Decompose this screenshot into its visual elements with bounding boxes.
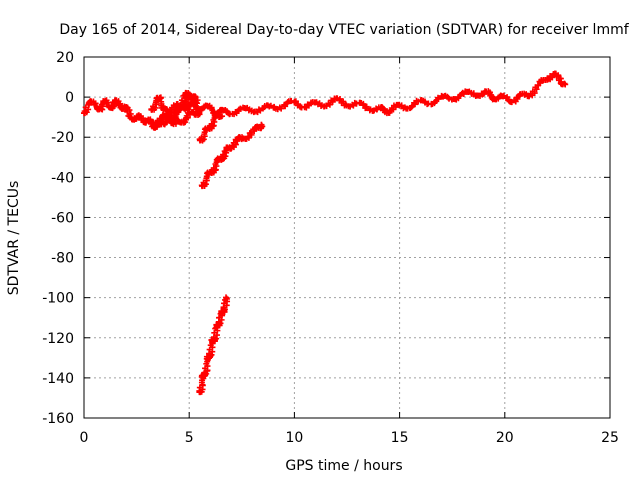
data-point xyxy=(304,101,311,108)
data-point xyxy=(154,119,161,126)
data-point xyxy=(220,151,227,158)
data-point xyxy=(178,97,185,104)
x-axis-ticks: 0 5 10 15 20 25 xyxy=(80,57,619,446)
data-point xyxy=(562,81,569,88)
series-3 xyxy=(196,111,226,144)
data-point xyxy=(291,99,298,106)
x-tick-label: 0 xyxy=(80,430,89,446)
y-tick-label: -140 xyxy=(42,371,74,387)
data-point xyxy=(363,105,370,112)
y-tick-label: -100 xyxy=(42,291,74,307)
data-point xyxy=(223,294,230,301)
data-point xyxy=(276,104,283,111)
data-point xyxy=(209,168,216,175)
data-point xyxy=(242,105,249,112)
data-point xyxy=(527,91,534,98)
y-tick-label: 0 xyxy=(65,90,74,106)
data-point xyxy=(219,113,226,120)
y-tick-label: -120 xyxy=(42,331,74,347)
x-axis-label: GPS time / hours xyxy=(285,458,402,474)
data-point xyxy=(182,98,189,105)
data-point xyxy=(451,96,458,103)
data-point xyxy=(255,106,262,113)
y-tick-label: -60 xyxy=(51,210,74,226)
data-point xyxy=(218,154,225,161)
data-point xyxy=(153,123,160,130)
data-point xyxy=(81,108,88,115)
data-point xyxy=(136,113,143,120)
data-point xyxy=(196,110,203,117)
plot-frame xyxy=(83,56,611,419)
data-marks xyxy=(81,70,569,396)
x-tick-label: 20 xyxy=(496,430,514,446)
y-tick-label: -160 xyxy=(42,411,74,427)
series-1 xyxy=(148,89,203,130)
series-2 xyxy=(198,121,266,190)
data-point xyxy=(547,73,554,80)
data-point xyxy=(200,179,207,186)
data-point xyxy=(284,99,291,106)
data-point xyxy=(207,124,214,131)
data-point xyxy=(465,89,472,96)
data-point xyxy=(553,73,560,80)
x-tick-label: 10 xyxy=(285,430,303,446)
y-tick-label: -40 xyxy=(51,170,74,186)
data-point xyxy=(247,129,254,136)
data-point xyxy=(258,121,265,128)
data-point xyxy=(189,98,196,105)
y-tick-label: -80 xyxy=(51,251,74,267)
series-0 xyxy=(81,70,569,131)
x-tick-label: 5 xyxy=(185,430,194,446)
data-point xyxy=(167,108,174,115)
data-point xyxy=(314,101,321,108)
data-point xyxy=(230,139,237,146)
data-point xyxy=(337,95,344,102)
chart-title: Day 165 of 2014, Sidereal Day-to-day VTE… xyxy=(59,22,629,38)
data-point xyxy=(475,92,482,99)
data-point xyxy=(229,143,236,150)
data-point xyxy=(434,94,441,101)
data-point xyxy=(328,97,335,104)
data-point xyxy=(88,99,95,106)
grid xyxy=(84,57,610,418)
data-point xyxy=(529,88,536,95)
data-point xyxy=(211,329,218,336)
data-point xyxy=(198,134,205,141)
data-point xyxy=(150,103,157,110)
y-axis-label: SDTVAR / TECUs xyxy=(6,181,22,296)
data-point xyxy=(124,108,131,115)
x-tick-label: 25 xyxy=(601,430,619,446)
x-tick-label: 15 xyxy=(391,430,409,446)
data-point xyxy=(193,100,200,107)
series-4 xyxy=(196,294,231,396)
y-tick-label: -20 xyxy=(51,130,74,146)
y-axis-ticks: -160 -140 -120 -100 -80 -60 -40 -20 0 20 xyxy=(42,50,610,427)
y-tick-label: 20 xyxy=(56,50,74,66)
data-point xyxy=(232,109,239,116)
data-point xyxy=(245,133,252,140)
data-point xyxy=(82,104,89,111)
